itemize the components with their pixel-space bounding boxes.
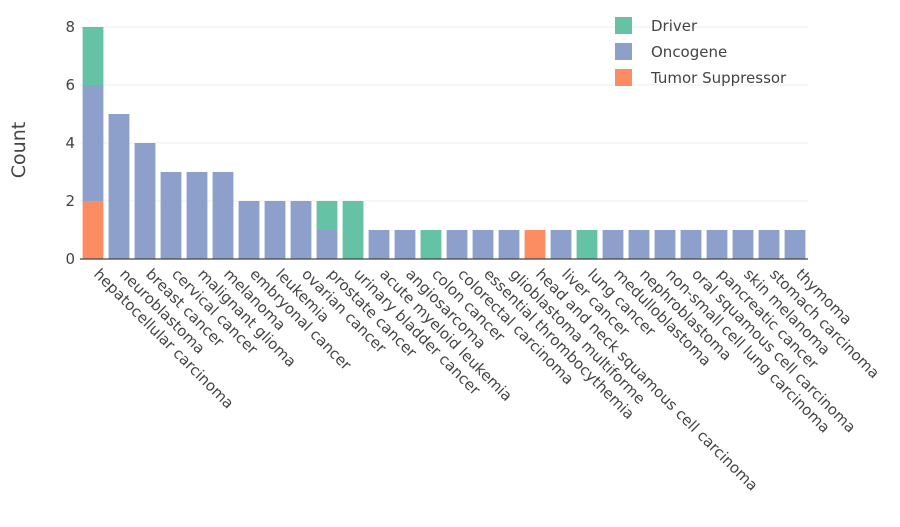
bar-segment[interactable] bbox=[576, 230, 598, 259]
bar-segment[interactable] bbox=[82, 85, 104, 201]
bar-segment[interactable] bbox=[316, 201, 338, 230]
y-axis-label: Count bbox=[8, 122, 30, 178]
bar-segment[interactable] bbox=[160, 172, 182, 259]
legend-label: Oncogene bbox=[651, 43, 727, 61]
bar-segment[interactable] bbox=[550, 230, 572, 259]
bar-segment[interactable] bbox=[134, 143, 156, 259]
bar-segment[interactable] bbox=[238, 201, 260, 259]
bars bbox=[82, 27, 806, 259]
y-tick-label: 8 bbox=[65, 18, 75, 36]
legend-item[interactable]: Oncogene bbox=[615, 43, 727, 61]
bar-segment[interactable] bbox=[472, 230, 494, 259]
bar-segment[interactable] bbox=[420, 230, 442, 259]
legend-item[interactable]: Tumor Suppressor bbox=[615, 69, 787, 87]
gridlines bbox=[80, 26, 808, 202]
bar-segment[interactable] bbox=[706, 230, 728, 259]
bar-segment[interactable] bbox=[784, 230, 806, 259]
bar-segment[interactable] bbox=[186, 172, 208, 259]
bar-segment[interactable] bbox=[82, 27, 104, 85]
bar-segment[interactable] bbox=[628, 230, 650, 259]
x-axis-ticks: hepatocellular carcinomaneuroblastomabre… bbox=[90, 265, 883, 494]
bar-segment[interactable] bbox=[732, 230, 754, 259]
bar-segment[interactable] bbox=[316, 230, 338, 259]
bar-segment[interactable] bbox=[368, 230, 390, 259]
bar-segment[interactable] bbox=[602, 230, 624, 259]
legend-swatch bbox=[615, 17, 632, 34]
bar-segment[interactable] bbox=[108, 114, 130, 259]
bar-segment[interactable] bbox=[82, 201, 104, 259]
bar-segment[interactable] bbox=[264, 201, 286, 259]
legend-swatch bbox=[615, 69, 632, 86]
bar-segment[interactable] bbox=[680, 230, 702, 259]
y-axis-ticks: 0 2 4 6 8 bbox=[65, 18, 75, 268]
legend-label: Driver bbox=[651, 17, 698, 35]
bar-segment[interactable] bbox=[524, 230, 546, 259]
legend[interactable]: Driver Oncogene Tumor Suppressor bbox=[615, 17, 787, 87]
legend-swatch bbox=[615, 43, 632, 60]
bar-segment[interactable] bbox=[446, 230, 468, 259]
bar-segment[interactable] bbox=[342, 201, 364, 259]
legend-label: Tumor Suppressor bbox=[650, 69, 787, 87]
bar-segment[interactable] bbox=[212, 172, 234, 259]
bar-segment[interactable] bbox=[758, 230, 780, 259]
y-tick-label: 0 bbox=[65, 250, 75, 268]
bar-segment[interactable] bbox=[498, 230, 520, 259]
bar-segment[interactable] bbox=[654, 230, 676, 259]
y-tick-label: 4 bbox=[65, 134, 75, 152]
bar-segment[interactable] bbox=[394, 230, 416, 259]
y-tick-label: 2 bbox=[65, 192, 75, 210]
legend-item[interactable]: Driver bbox=[615, 17, 698, 35]
y-tick-label: 6 bbox=[65, 76, 75, 94]
bar-segment[interactable] bbox=[290, 201, 312, 259]
